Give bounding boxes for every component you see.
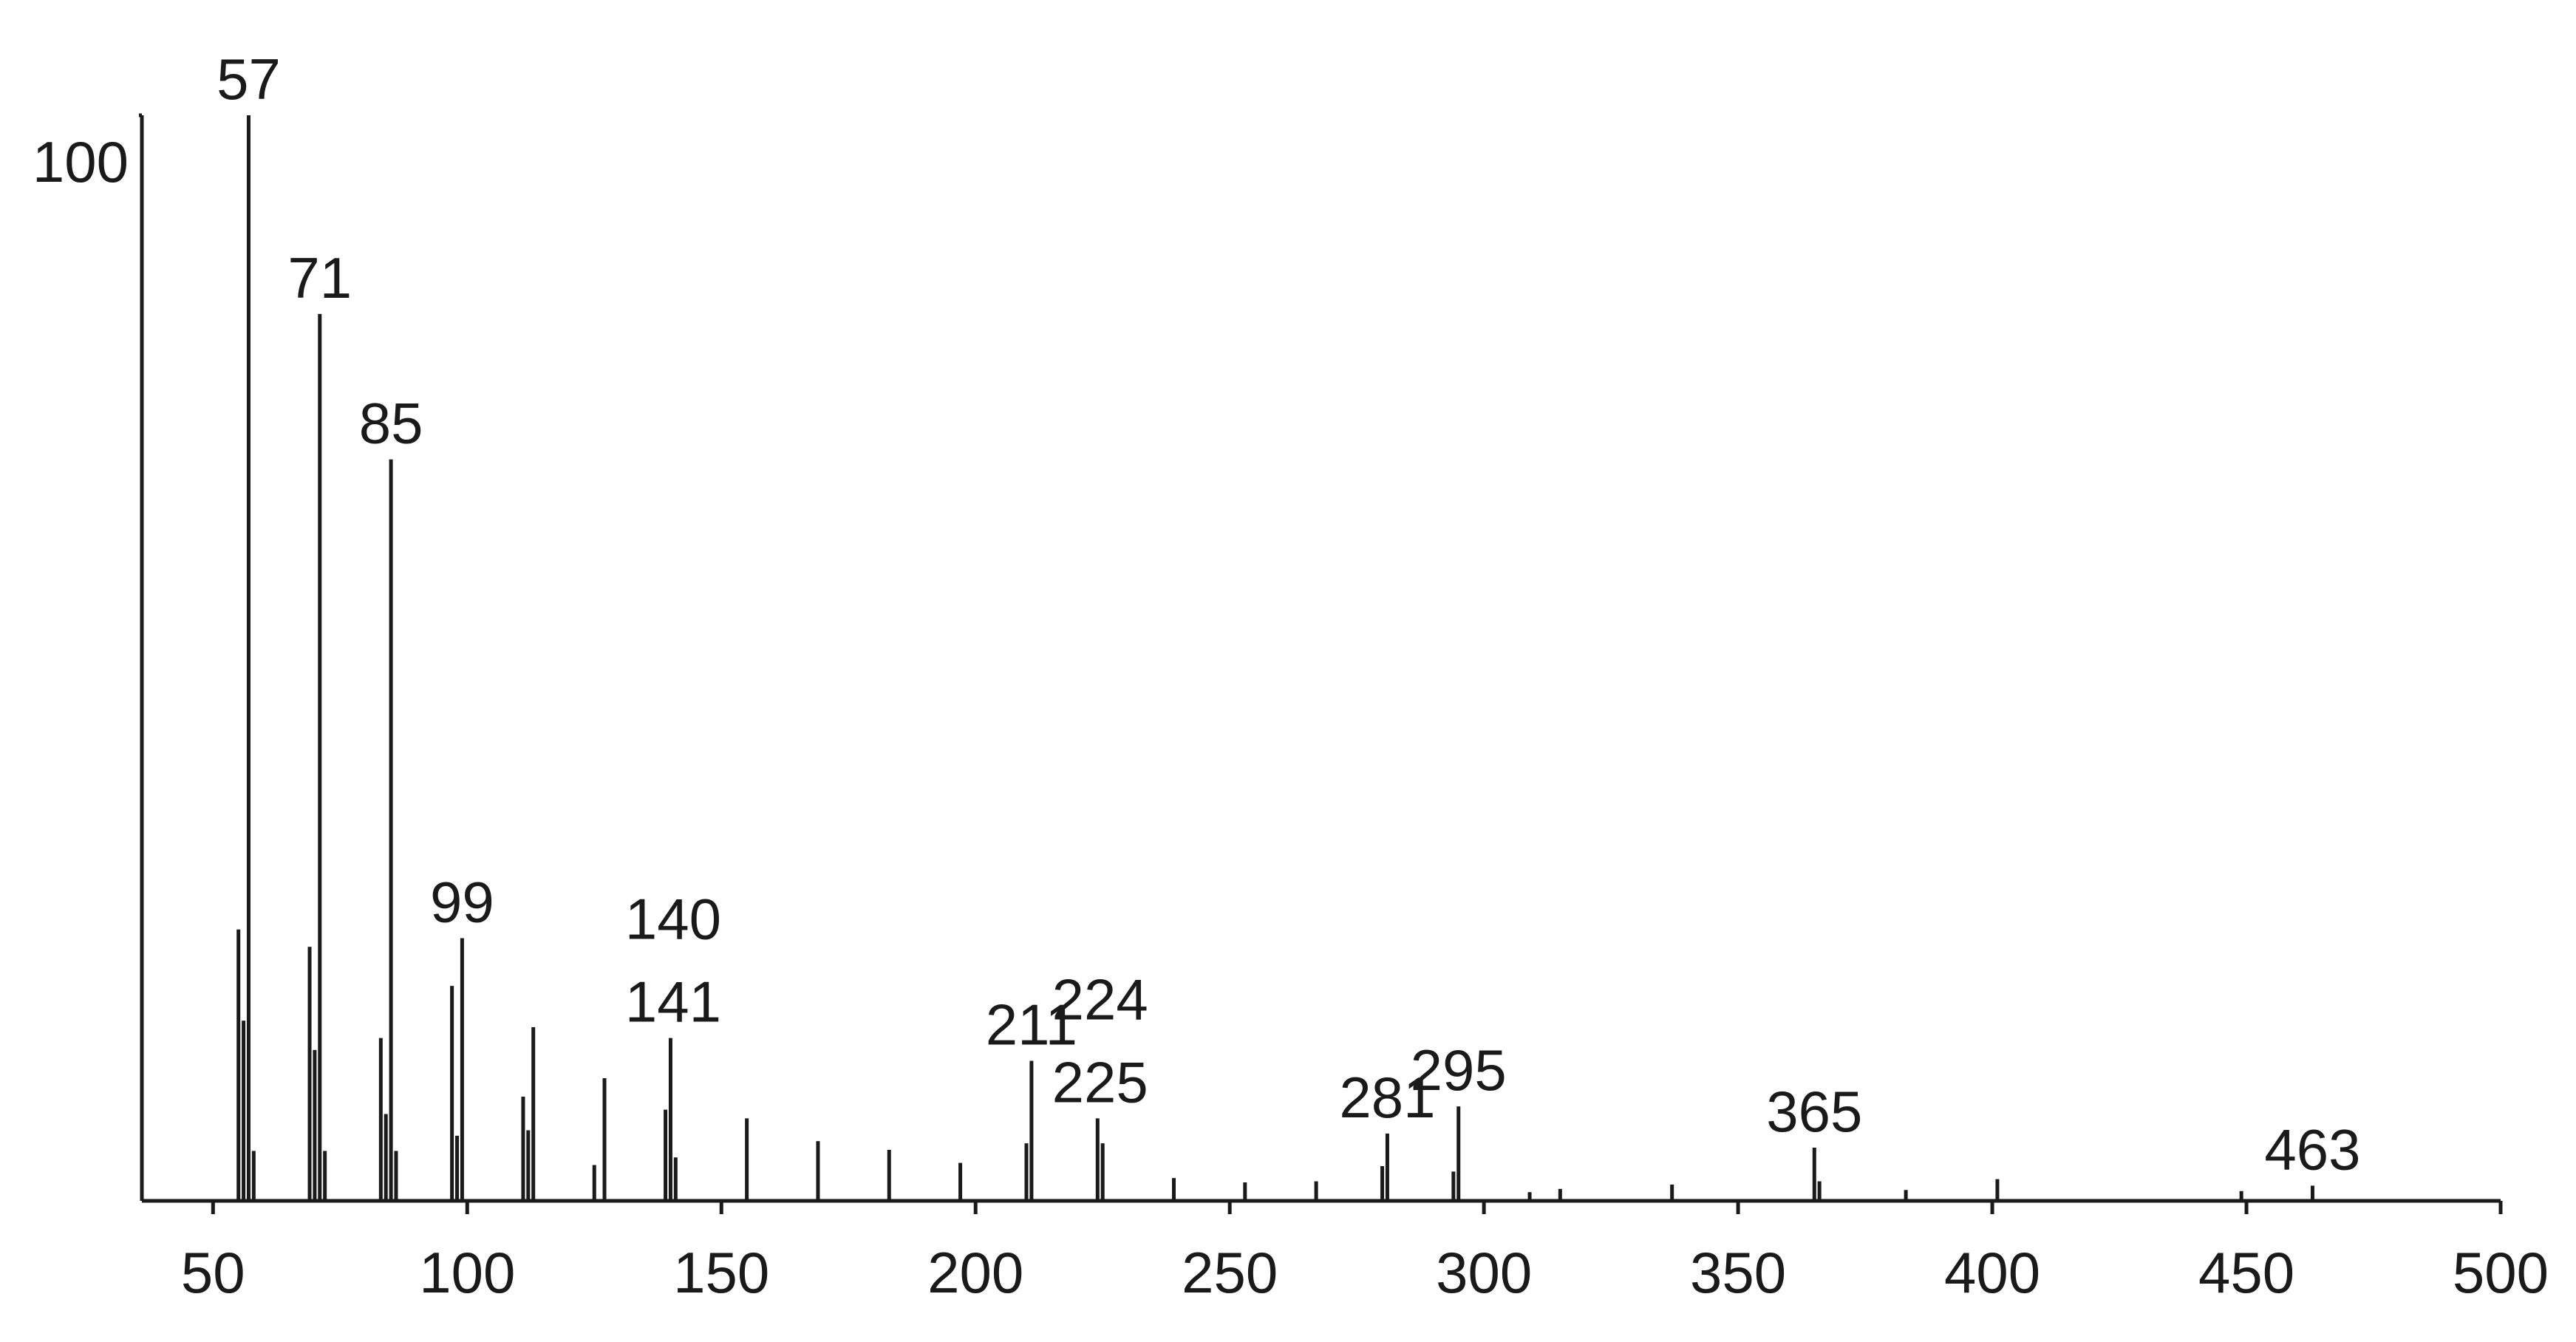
peak [1904,1190,1908,1201]
peak [1995,1179,2000,1201]
peak-label: 224 [1052,967,1148,1032]
peak-label: 85 [359,391,423,456]
peak [526,1130,531,1201]
peak [450,986,454,1201]
peak [673,1157,678,1201]
peak [958,1162,963,1201]
peak [1817,1181,1822,1201]
peak [668,1038,672,1201]
peak [318,313,322,1201]
peak [602,1078,607,1201]
peak [236,929,241,1201]
peak [1451,1171,1456,1201]
x-tick-label: 100 [419,1240,515,1305]
peak [455,1135,460,1201]
peak [1095,1118,1100,1201]
peak-label: 140 [625,887,721,952]
x-tick-label: 250 [1182,1240,1278,1305]
peak [1558,1188,1562,1201]
peak-label: 211 [986,992,1077,1057]
peak [1456,1106,1461,1201]
peak [1029,1060,1034,1201]
x-tick-label: 350 [1690,1240,1786,1305]
peak [246,115,251,1201]
peak-label: 225 [1052,1049,1148,1114]
peak-label: 71 [287,245,352,310]
peak [1527,1192,1532,1201]
peak [378,1038,383,1201]
peak [460,938,464,1201]
peak-label: 141 [625,970,721,1035]
peak [251,1151,256,1201]
peak [664,1109,668,1201]
peak [1100,1143,1105,1201]
peak [389,459,393,1201]
peak [2239,1191,2243,1201]
y-tick-label: 100 [33,129,129,194]
peak [394,1151,398,1201]
peak [1812,1148,1816,1201]
peak [1243,1182,1247,1201]
x-tick-label: 150 [673,1240,769,1305]
peak [242,1021,246,1201]
peak [745,1118,749,1201]
peak [531,1026,536,1201]
peak [2310,1185,2314,1201]
peak [1380,1165,1385,1201]
x-tick-label: 500 [2453,1240,2549,1305]
peak-label: 57 [217,47,281,112]
peak [1024,1143,1029,1201]
peak [887,1149,891,1201]
peak [307,947,312,1201]
peak [521,1096,525,1201]
peak [384,1114,388,1201]
peak [323,1151,327,1201]
peak-label: 365 [1766,1079,1862,1144]
peak [816,1141,820,1201]
peak-label: 295 [1411,1038,1507,1103]
x-tick-label: 300 [1436,1240,1532,1305]
x-tick-label: 200 [927,1240,1023,1305]
peak [1314,1181,1318,1201]
peak [1172,1178,1176,1201]
peak-label: 463 [2264,1117,2360,1182]
x-tick-label: 450 [2198,1240,2294,1305]
x-tick-label: 50 [181,1240,245,1305]
peak [1670,1184,1674,1201]
peak-label: 281 [1339,1065,1435,1130]
peak [592,1165,596,1201]
x-tick-label: 400 [1944,1240,2040,1305]
peak [313,1049,317,1201]
peak-label: 99 [430,870,494,935]
peak [1385,1133,1389,1201]
